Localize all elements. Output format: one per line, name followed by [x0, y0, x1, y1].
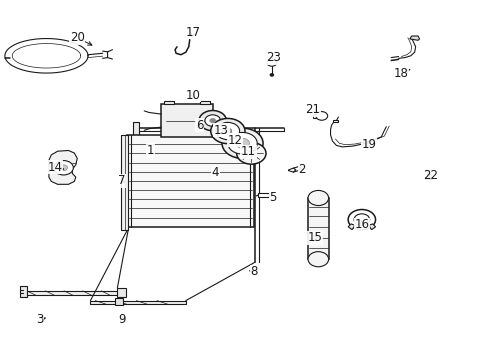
Circle shape [227, 132, 257, 154]
Polygon shape [424, 177, 431, 179]
Text: 9: 9 [118, 313, 126, 326]
Polygon shape [409, 36, 419, 40]
Circle shape [60, 165, 67, 171]
Circle shape [236, 143, 265, 164]
Text: 21: 21 [305, 103, 320, 116]
Circle shape [222, 128, 263, 158]
Text: 19: 19 [361, 138, 376, 150]
Text: 15: 15 [307, 231, 322, 244]
Circle shape [199, 111, 226, 131]
Text: 2: 2 [298, 163, 305, 176]
Polygon shape [23, 291, 120, 295]
Text: 16: 16 [354, 219, 368, 231]
Polygon shape [127, 135, 254, 227]
Circle shape [210, 118, 244, 144]
Polygon shape [161, 104, 212, 137]
Text: 20: 20 [70, 31, 84, 44]
Circle shape [353, 214, 369, 225]
Polygon shape [368, 224, 375, 230]
Text: 12: 12 [227, 134, 242, 147]
Polygon shape [307, 198, 328, 259]
Text: 23: 23 [266, 51, 281, 64]
Text: 1: 1 [146, 144, 154, 157]
Polygon shape [90, 301, 185, 304]
Text: 5: 5 [268, 191, 276, 204]
Text: 14: 14 [47, 161, 62, 174]
Circle shape [235, 138, 249, 148]
Text: 8: 8 [250, 265, 258, 278]
Bar [163, 101, 173, 104]
Bar [200, 101, 210, 104]
Circle shape [315, 112, 327, 120]
Polygon shape [121, 135, 128, 230]
Text: 3: 3 [36, 313, 44, 326]
Circle shape [266, 59, 276, 66]
Circle shape [204, 115, 220, 126]
Circle shape [216, 122, 239, 140]
Text: 6: 6 [195, 119, 203, 132]
Circle shape [307, 252, 328, 267]
Text: 13: 13 [214, 124, 228, 137]
Circle shape [307, 190, 328, 206]
Circle shape [269, 73, 273, 76]
Bar [258, 193, 268, 197]
Text: 11: 11 [241, 145, 255, 158]
Polygon shape [117, 288, 126, 297]
Circle shape [209, 118, 215, 123]
Circle shape [54, 161, 73, 175]
Text: 17: 17 [185, 26, 200, 39]
Circle shape [224, 128, 231, 134]
Polygon shape [20, 286, 27, 297]
Text: 22: 22 [422, 169, 437, 182]
Text: 7: 7 [117, 174, 125, 187]
Bar [332, 120, 338, 122]
Bar [312, 114, 319, 118]
Polygon shape [347, 224, 354, 230]
Polygon shape [133, 122, 139, 137]
Polygon shape [49, 150, 77, 184]
Text: 18: 18 [393, 67, 407, 80]
Text: 10: 10 [185, 89, 200, 102]
Text: 4: 4 [211, 166, 219, 179]
Circle shape [347, 210, 375, 230]
Circle shape [247, 150, 255, 156]
Polygon shape [115, 298, 123, 305]
